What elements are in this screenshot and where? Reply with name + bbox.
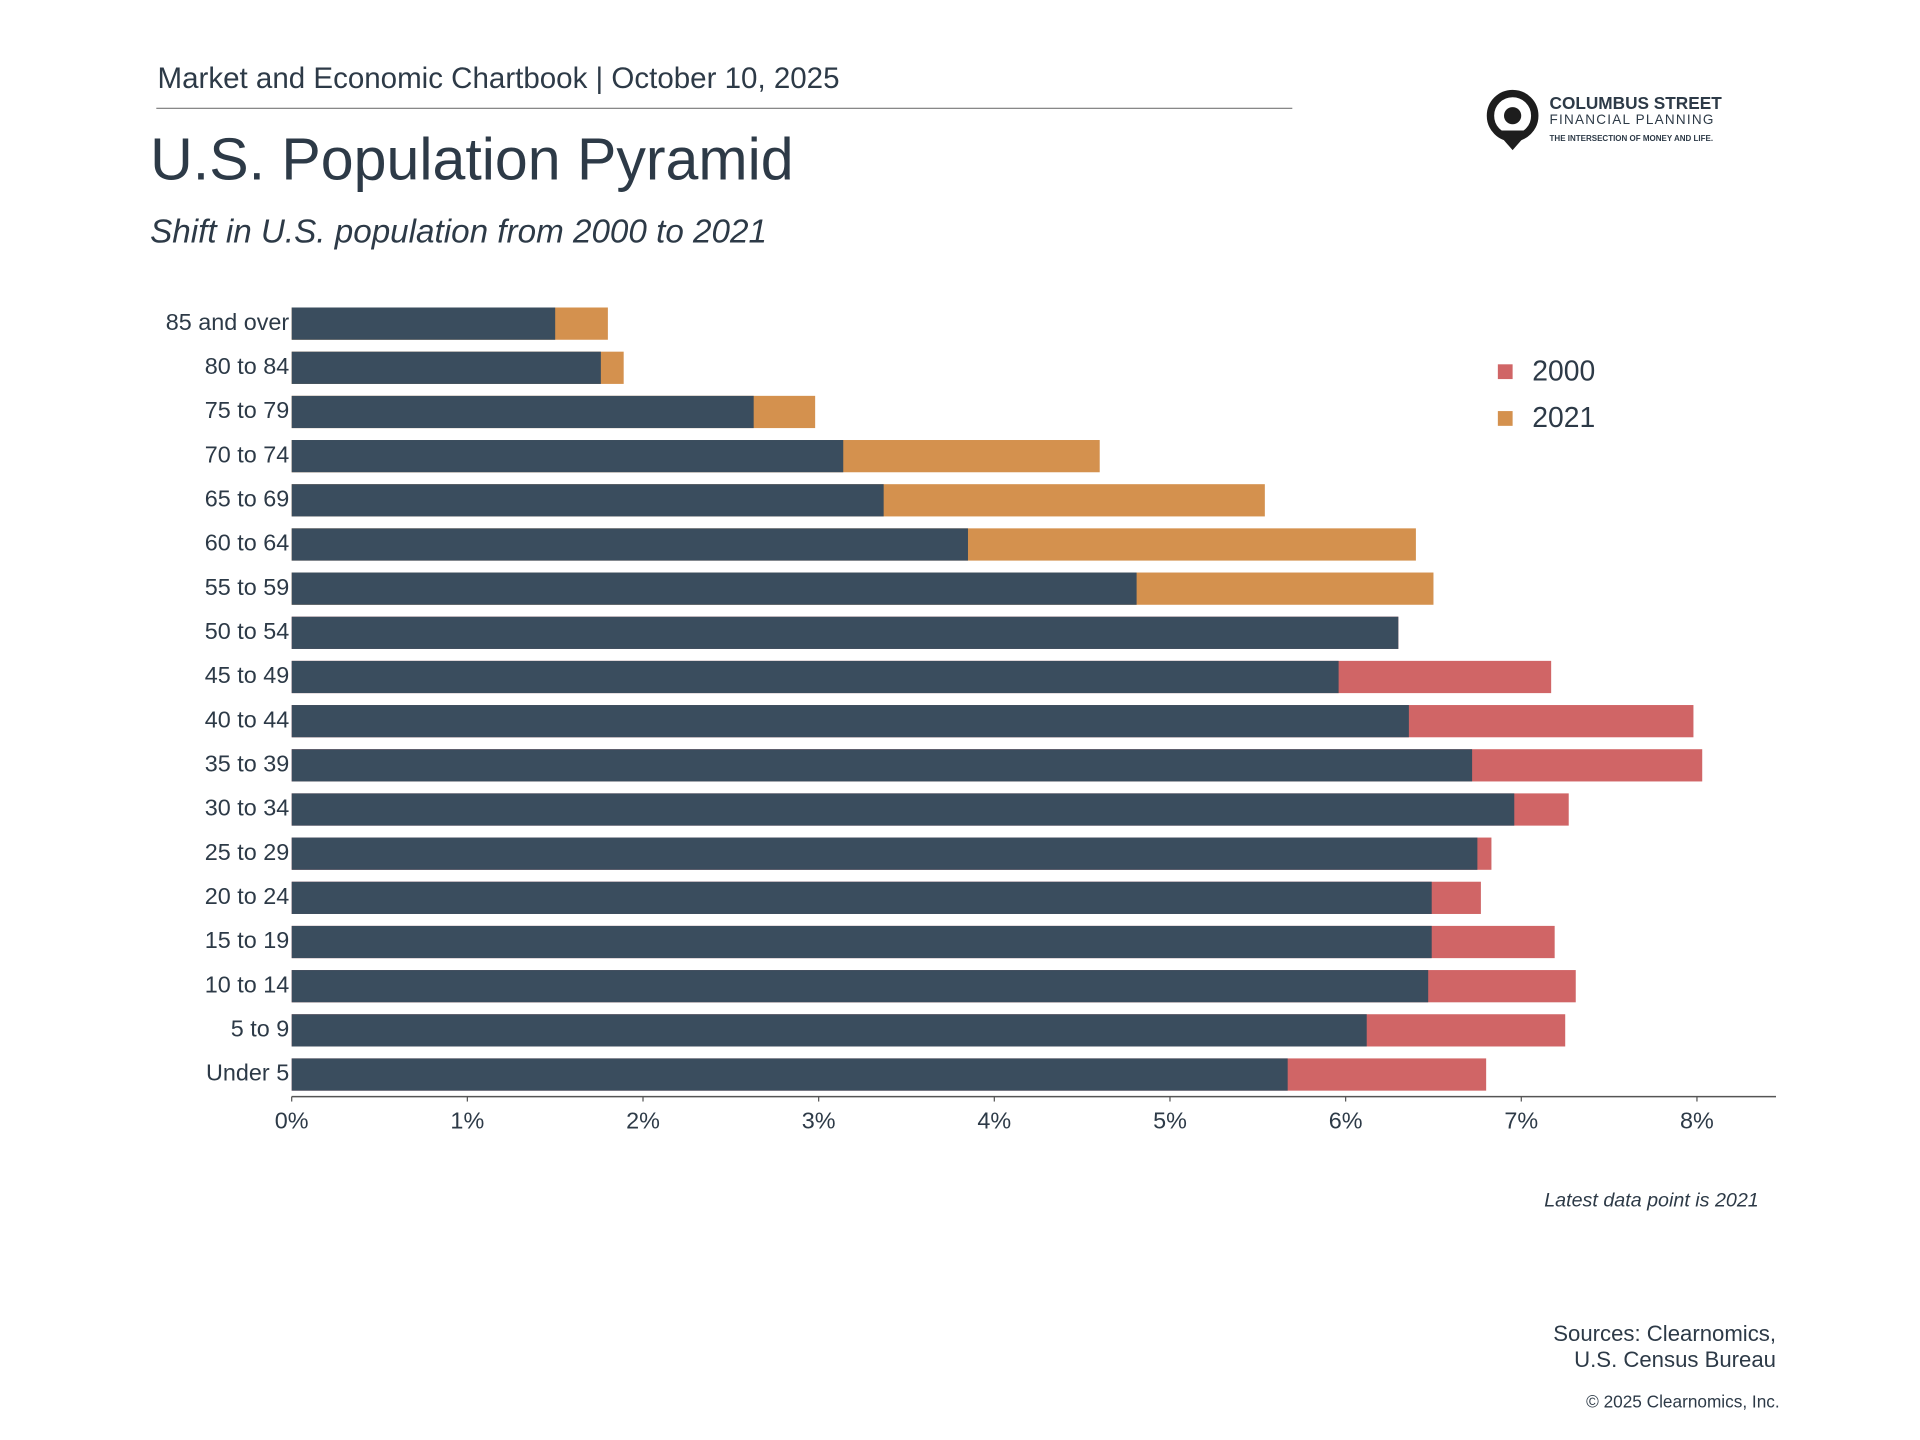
bar: [291, 705, 1409, 738]
y-tick-label: 65 to 69: [205, 485, 289, 511]
y-tick-label: 35 to 39: [205, 751, 289, 777]
bar: [291, 660, 1339, 694]
bar: [291, 1058, 1288, 1091]
y-tick-label: 40 to 44: [205, 706, 289, 732]
bar: [291, 1014, 1367, 1047]
x-tick-label: 2%: [626, 1108, 660, 1134]
logo-pin: [1495, 130, 1530, 151]
legend-label: 2000: [1532, 354, 1595, 386]
x-tick-label: 7%: [1504, 1108, 1538, 1134]
x-tick-label: 3%: [802, 1108, 836, 1134]
logo-dot: [1504, 107, 1522, 125]
y-tick-label: 80 to 84: [205, 353, 289, 379]
logo-sub: FINANCIAL PLANNING: [1550, 112, 1715, 127]
x-tick-label: 4%: [977, 1108, 1011, 1134]
logo: COLUMBUS STREET FINANCIAL PLANNING THE I…: [1486, 89, 1723, 151]
y-tick-label: 10 to 14: [205, 971, 289, 997]
chart-title: U.S. Population Pyramid: [150, 126, 793, 192]
bar: [291, 837, 1478, 870]
y-tick-label: 75 to 79: [205, 397, 289, 423]
bar: [291, 395, 754, 429]
bar: [291, 351, 601, 384]
bar: [291, 440, 844, 473]
y-tick-label: 15 to 19: [205, 927, 289, 953]
legend-swatch: [1497, 364, 1513, 380]
bar: [291, 749, 1473, 782]
x-tick-label: 8%: [1680, 1108, 1714, 1134]
bar: [291, 793, 1515, 826]
y-tick-label: 85 and over: [166, 309, 290, 335]
bar: [291, 484, 884, 517]
x-tick-label: 1%: [450, 1108, 484, 1134]
chartbook-header: Market and Economic Chartbook | October …: [158, 62, 840, 95]
bar: [291, 970, 1429, 1003]
y-tick-label: 30 to 34: [205, 795, 289, 821]
y-tick-label: 5 to 9: [231, 1016, 289, 1042]
y-tick-label: Under 5: [206, 1060, 289, 1086]
y-tick-label: 60 to 64: [205, 530, 289, 556]
bar: [291, 925, 1432, 959]
logo-name: COLUMBUS STREET: [1550, 93, 1723, 113]
y-tick-label: 20 to 24: [205, 883, 289, 909]
logo-tagline: THE INTERSECTION OF MONEY AND LIFE.: [1550, 134, 1714, 143]
bar: [291, 572, 1137, 605]
note: Latest data point is 2021: [1544, 1189, 1759, 1211]
x-tick-label: 0%: [275, 1108, 309, 1134]
y-tick-label: 50 to 54: [205, 618, 289, 644]
y-tick-label: 70 to 74: [205, 441, 289, 467]
y-tick-label: 25 to 29: [205, 839, 289, 865]
legend-swatch: [1497, 411, 1513, 426]
x-tick-label: 5%: [1153, 1108, 1187, 1134]
bar: [291, 307, 556, 340]
bar: [291, 616, 1399, 649]
bar: [291, 881, 1432, 914]
copyright: © 2025 Clearnomics, Inc.: [1586, 1392, 1780, 1412]
chart-subtitle: Shift in U.S. population from 2000 to 20…: [150, 214, 767, 251]
bar: [291, 528, 968, 561]
source-line: U.S. Census Bureau: [1574, 1347, 1776, 1372]
x-tick-label: 6%: [1329, 1108, 1363, 1134]
y-tick-label: 55 to 59: [205, 574, 289, 600]
source-line: Sources: Clearnomics,: [1553, 1321, 1776, 1346]
legend-label: 2021: [1532, 401, 1595, 433]
y-tick-label: 45 to 49: [205, 662, 289, 688]
